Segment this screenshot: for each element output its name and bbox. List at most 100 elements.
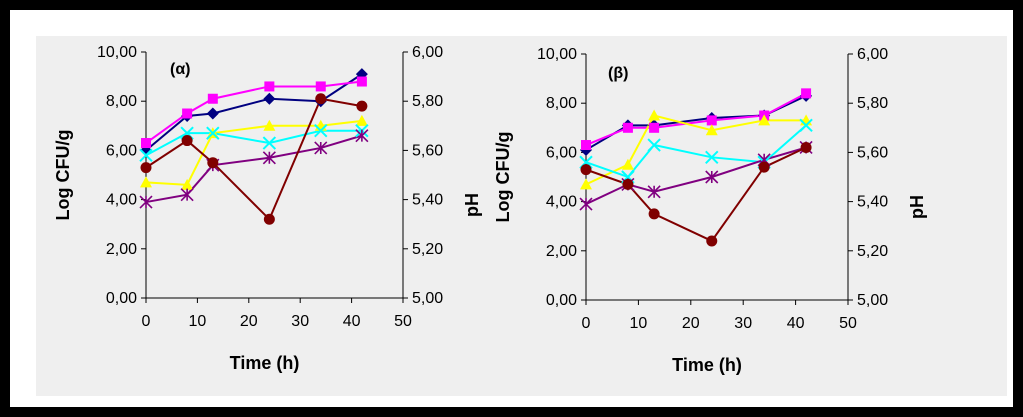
series-6-point [758,161,770,173]
x-axis-label: Time (h) [230,353,300,373]
series-2-point [801,88,812,99]
series-line-4 [145,129,362,157]
y-axis-label: Log CFU/g [493,132,513,223]
y2-tick-label: 5,40 [857,194,888,211]
y2-tick-label: 5,60 [857,144,888,161]
x-tick-label: 20 [240,313,258,330]
series-2-point [315,81,326,92]
series-5-point [355,129,369,143]
series-2-point [141,138,151,149]
series-4-point [647,138,661,152]
series-6-point [181,135,193,147]
series-3-point [181,178,194,190]
x-tick-label: 30 [291,313,309,330]
series-2-point [264,81,275,92]
series-5-point [139,195,153,209]
series-2-point [182,108,193,119]
series-5-point [705,170,719,184]
series-5-point [647,185,661,199]
series-6-point [207,157,219,169]
y-tick-label: 2,00 [106,241,137,258]
series-line-2 [585,92,807,146]
y2-tick-label: 5,00 [412,290,443,307]
series-line-2 [145,80,362,144]
y2-tick-label: 6,00 [857,46,888,63]
series-5-point [579,197,593,211]
series-3-point [621,158,634,170]
y-tick-label: 10,00 [97,44,137,61]
series-line-5 [585,146,807,205]
y-tick-label: 6,00 [106,142,137,159]
series-6-point [356,100,368,112]
x-tick-label: 0 [142,313,151,330]
series-4-point [314,124,328,138]
series-6-point [580,164,592,176]
series-5-point [314,141,328,155]
x-tick-label: 0 [582,315,591,332]
series-line-3 [585,114,807,186]
y-tick-label: 4,00 [546,194,577,211]
x-tick-label: 40 [787,315,805,332]
panel-annotation: (β) [608,65,628,82]
series-5-point [262,151,276,165]
series-6-point [706,235,718,247]
series-2-point [622,122,633,133]
series-line-4 [585,124,807,179]
x-tick-label: 50 [394,313,412,330]
series-line-6 [585,146,807,243]
y-tick-label: 6,00 [546,144,577,161]
figure-frame [10,10,1013,407]
series-6-point [800,141,812,153]
y-axis-label: Log CFU/g [53,130,73,221]
series-2-point [207,93,218,104]
chart-1: 0,00 2,00 4,00 6,00 8,00 10,00 5,00 5,20 5,40 5,6… [53,44,482,373]
y2-axis-label: pH [462,193,482,217]
series-line-6 [145,97,363,222]
series-line-3 [145,119,362,186]
y2-tick-label: 5,20 [857,243,888,260]
series-2-point [706,115,717,126]
x-tick-label: 20 [682,315,700,332]
series-3-point [580,178,592,190]
series-4-point [262,136,277,150]
series-line-1 [145,73,363,152]
y2-tick-label: 5,00 [857,292,888,309]
series-3-point [648,109,661,121]
series-4-point [799,118,813,133]
panel-annotation: (α) [170,61,191,78]
series-4-point [705,150,719,165]
series-3-point [705,124,718,136]
y2-tick-label: 5,80 [857,95,888,112]
series-6-point [140,162,152,174]
x-axis-label: Time (h) [672,355,742,375]
chart-panel [36,36,1007,396]
y-tick-label: 4,00 [106,192,137,209]
y-tick-label: 2,00 [546,243,577,260]
series-3-point [263,119,276,131]
y2-tick-label: 5,80 [412,93,443,110]
series-6-point [315,93,327,105]
series-4-point [139,148,153,163]
x-tick-label: 40 [343,313,361,330]
series-3-point [758,114,771,126]
y-tick-label: 0,00 [106,290,137,307]
series-1-point [206,107,219,120]
y-tick-label: 0,00 [546,292,577,309]
series-4-point [206,126,220,140]
series-2-point [356,76,367,87]
x-tick-label: 50 [839,315,857,332]
x-tick-label: 10 [630,315,648,332]
y-tick-label: 8,00 [106,93,137,110]
y2-tick-label: 5,40 [412,192,443,209]
y2-tick-label: 5,20 [412,241,443,258]
x-tick-label: 30 [734,315,752,332]
series-5-point [180,188,194,202]
series-line-5 [145,134,363,204]
y2-tick-label: 6,00 [412,44,443,61]
series-1-point [263,92,276,105]
y-tick-label: 8,00 [546,95,577,112]
series-6-point [648,208,660,220]
y2-axis-label: pH [907,195,927,219]
y2-tick-label: 5,60 [412,142,443,159]
